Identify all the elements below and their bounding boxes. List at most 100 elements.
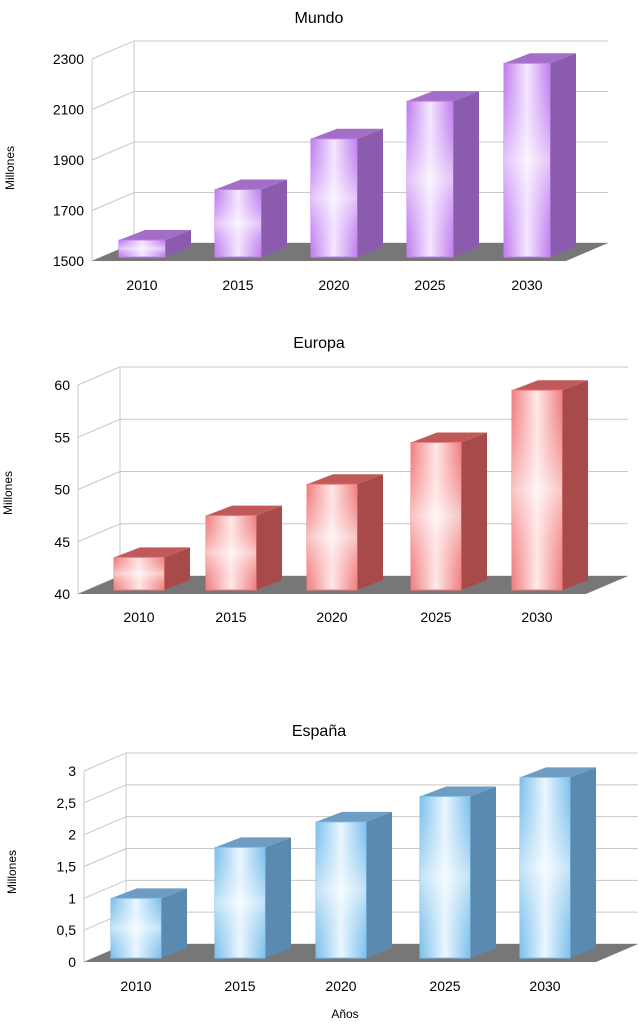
chart-panel-2: Europa 40 45 50 55 60 Millones 2010 2015 2020 2025… bbox=[1, 335, 628, 625]
gridline-side bbox=[83, 848, 127, 867]
x-tick-label: 2025 bbox=[414, 277, 445, 293]
chart-title: Mundo bbox=[295, 10, 344, 27]
y-tick-label: 1,5 bbox=[57, 859, 77, 875]
bar-top bbox=[215, 179, 287, 190]
bar-side bbox=[570, 767, 596, 958]
gridline-side bbox=[91, 192, 135, 211]
y-tick-label: 1700 bbox=[53, 203, 84, 219]
bar-2020 bbox=[310, 128, 383, 258]
bar-highlight bbox=[411, 442, 461, 590]
bar-top bbox=[504, 53, 576, 64]
x-tick-label: 2025 bbox=[429, 978, 460, 994]
gridline-side bbox=[77, 366, 121, 386]
bar-highlight bbox=[504, 63, 550, 258]
x-tick-label: 2030 bbox=[521, 609, 552, 625]
bar-side bbox=[453, 91, 479, 257]
bar-top bbox=[215, 837, 291, 848]
bar-top bbox=[520, 767, 596, 778]
gridline-side bbox=[83, 752, 127, 772]
gridline-side bbox=[91, 91, 135, 110]
y-tick-label: 2,5 bbox=[57, 795, 77, 811]
y-tick-label: 55 bbox=[54, 429, 70, 445]
y-axis-label: Millones bbox=[3, 146, 17, 190]
y-tick-label: 1900 bbox=[53, 152, 84, 168]
bar-top bbox=[206, 505, 282, 516]
x-tick-label: 2020 bbox=[318, 277, 349, 293]
x-tick-label: 2015 bbox=[215, 609, 246, 625]
bar-highlight bbox=[307, 484, 357, 590]
bar-side bbox=[357, 128, 383, 257]
chart-panel-1: Mundo 1500 1700 1900 2100 2300 Millones 2010 201… bbox=[3, 10, 608, 293]
bar-top bbox=[111, 888, 187, 899]
gridline-side bbox=[83, 879, 127, 899]
bar-highlight bbox=[215, 847, 265, 958]
bar-side bbox=[461, 432, 487, 590]
bar-2015 bbox=[214, 837, 291, 959]
gridline-side bbox=[77, 471, 121, 490]
bar-top bbox=[114, 547, 190, 558]
y-tick-label: 2100 bbox=[53, 102, 84, 118]
x-tick-label: 2020 bbox=[325, 978, 356, 994]
bar-2020 bbox=[306, 474, 383, 591]
bar-2025 bbox=[406, 91, 479, 258]
bar-2030 bbox=[519, 767, 596, 959]
gridline-side bbox=[83, 816, 127, 836]
y-axis-label: Millones bbox=[1, 471, 15, 515]
gridline-side bbox=[91, 40, 135, 60]
y-tick-label: 40 bbox=[54, 586, 70, 602]
bar-side bbox=[366, 811, 392, 958]
bar-top bbox=[307, 474, 383, 485]
gridline-side bbox=[77, 418, 121, 438]
bar-side bbox=[161, 888, 187, 958]
x-tick-label: 2020 bbox=[316, 609, 347, 625]
x-tick-label: 2010 bbox=[126, 277, 157, 293]
bar-2025 bbox=[419, 786, 496, 959]
y-tick-label: 45 bbox=[54, 534, 70, 550]
y-tick-label: 60 bbox=[54, 377, 70, 393]
bar-2030 bbox=[511, 380, 588, 591]
x-tick-label: 2025 bbox=[420, 609, 451, 625]
bar-top bbox=[420, 786, 496, 797]
gridline-side bbox=[83, 784, 127, 804]
gridline-side bbox=[77, 523, 121, 543]
y-tick-label: 2 bbox=[68, 827, 76, 843]
bar-highlight bbox=[206, 515, 256, 590]
bar-side bbox=[165, 230, 191, 257]
bar-side bbox=[256, 505, 282, 590]
bar-highlight bbox=[520, 777, 570, 958]
bar-2020 bbox=[315, 811, 392, 959]
x-tick-label: 2015 bbox=[224, 978, 255, 994]
y-axis-label: Millones bbox=[5, 850, 19, 894]
bar-2010 bbox=[110, 888, 187, 959]
bar-side bbox=[470, 786, 496, 958]
bar-side bbox=[265, 837, 291, 958]
x-axis-label: Años bbox=[331, 1007, 358, 1021]
bar-side bbox=[562, 380, 588, 590]
bar-side bbox=[164, 547, 190, 590]
bar-side bbox=[550, 53, 576, 258]
bar-2030 bbox=[503, 53, 576, 258]
bar-2015 bbox=[214, 179, 287, 258]
bar-top bbox=[407, 91, 479, 102]
x-tick-label: 2030 bbox=[511, 277, 542, 293]
bar-2010 bbox=[113, 547, 190, 591]
bar-2010 bbox=[118, 230, 191, 258]
bar-highlight bbox=[119, 240, 165, 257]
bar-highlight bbox=[215, 189, 261, 257]
x-tick-label: 2030 bbox=[529, 978, 560, 994]
bar-2015 bbox=[205, 505, 282, 591]
bar-2025 bbox=[410, 432, 487, 591]
bar-highlight bbox=[111, 898, 161, 958]
bar-highlight bbox=[311, 138, 357, 257]
y-tick-label: 0,5 bbox=[57, 922, 77, 938]
chart-panel-3: España 0 0,5 1 1,5 2 2,5 3 Millones 2010 2015 2020 2… bbox=[5, 723, 638, 1021]
bar-side bbox=[357, 474, 383, 590]
bar-highlight bbox=[512, 390, 562, 590]
bar-side bbox=[261, 179, 287, 257]
y-tick-label: 1 bbox=[68, 890, 76, 906]
gridline-side bbox=[91, 141, 135, 161]
bar-top bbox=[311, 128, 383, 139]
bar-top bbox=[411, 432, 487, 443]
bar-top bbox=[119, 230, 191, 241]
